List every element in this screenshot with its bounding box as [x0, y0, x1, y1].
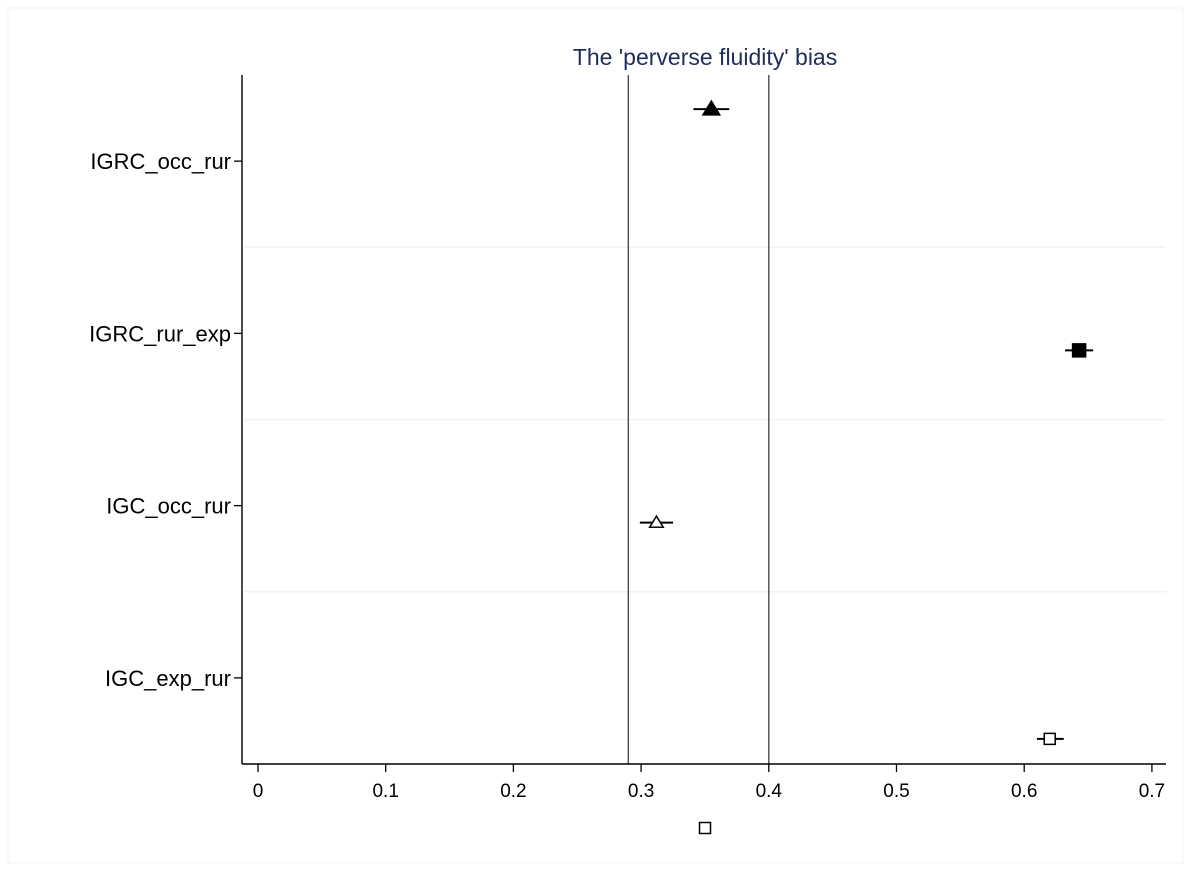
point-marker — [1071, 343, 1087, 358]
data-point-IGRC_rur_exp — [1065, 343, 1094, 358]
reference-lines — [627, 75, 770, 764]
x-tick-label: 0.6 — [1011, 781, 1037, 802]
legend — [698, 821, 712, 835]
x-tick-label: 0.4 — [756, 781, 783, 802]
y-category-label: IGRC_occ_rur — [90, 149, 231, 174]
x-tick-label: 0.1 — [372, 781, 398, 802]
point-marker — [1043, 732, 1056, 746]
x-tick-label: 0 — [253, 781, 264, 802]
chart-title: The 'perverse fluidity' bias — [573, 44, 837, 70]
legend-marker — [698, 821, 712, 835]
x-axis-ticks: 0 0.1 0.2 0.3 0.4 0.5 0.6 0.7 — [253, 764, 1165, 802]
point-marker — [701, 99, 722, 116]
y-axis-ticks: IGRC_occ_rur IGRC_rur_exp IGC_occ_rur IGC_e… — [89, 149, 242, 691]
category-separators — [244, 246, 1166, 593]
data-point-IGC_occ_rur — [639, 514, 674, 529]
data-points — [639, 99, 1094, 746]
x-tick-label: 0.7 — [1139, 781, 1165, 802]
x-tick-label: 0.2 — [500, 781, 526, 802]
chart-frame — [7, 7, 1184, 864]
data-point-IGC_exp_rur — [1036, 732, 1064, 746]
x-tick-label: 0.5 — [883, 781, 909, 802]
point-marker — [648, 514, 665, 529]
y-category-label: IGC_exp_rur — [105, 666, 231, 691]
data-point-IGRC_occ_rur — [693, 99, 730, 116]
x-tick-label: 0.3 — [628, 781, 654, 802]
y-category-label: IGC_occ_rur — [106, 494, 231, 519]
y-category-label: IGRC_rur_exp — [89, 321, 231, 346]
